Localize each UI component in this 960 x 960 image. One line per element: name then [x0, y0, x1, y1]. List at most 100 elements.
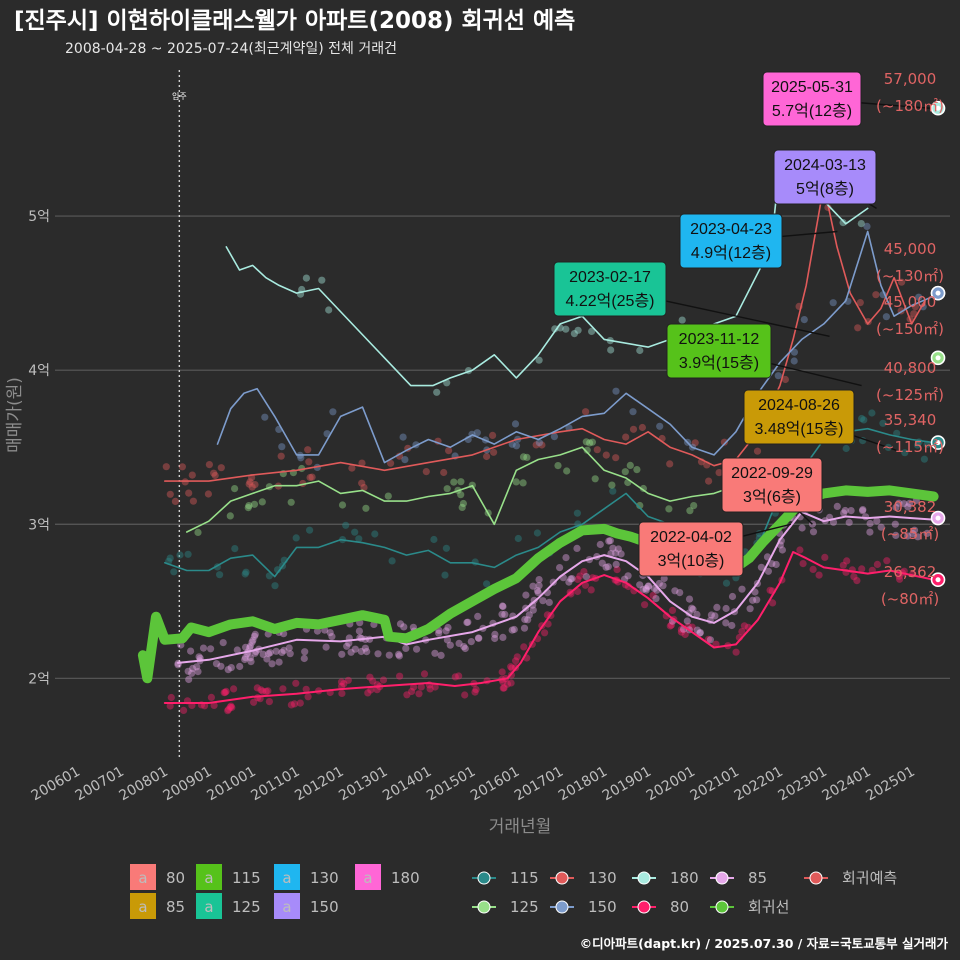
legend-dot [477, 871, 491, 885]
data-point [529, 606, 537, 614]
legend-swatch-letter: a [363, 869, 372, 887]
data-point [636, 346, 644, 355]
data-point [883, 557, 891, 565]
data-point [766, 586, 774, 594]
data-point [798, 524, 806, 532]
data-point [443, 636, 451, 644]
y-tick-label: 5억 [28, 209, 50, 225]
data-point [539, 597, 547, 605]
data-point [853, 577, 861, 585]
data-point [241, 570, 249, 578]
data-point [688, 623, 696, 631]
data-point [696, 629, 705, 637]
data-point [901, 449, 909, 457]
data-point [873, 517, 881, 525]
data-point [363, 648, 371, 656]
data-point [720, 438, 729, 446]
legend-swatch [130, 893, 156, 919]
data-point [306, 526, 314, 534]
forecast-marker-core [935, 440, 941, 446]
data-point [246, 642, 254, 650]
legend-label: 180 [391, 869, 420, 887]
data-point [226, 703, 234, 711]
data-point [519, 453, 528, 461]
data-point [306, 473, 314, 482]
data-point [774, 372, 782, 380]
forecast-area: (~150㎡) [876, 320, 944, 338]
data-point [348, 464, 356, 472]
data-point [778, 546, 787, 554]
legend-line-label: 80 [670, 898, 689, 916]
legend-label-item: a 150 [274, 893, 339, 919]
data-point [461, 644, 469, 653]
data-point [681, 630, 689, 639]
data-point [551, 325, 559, 333]
series-end-markers [930, 100, 946, 588]
data-point [633, 466, 641, 474]
data-point [217, 662, 225, 670]
data-point [250, 500, 259, 508]
legend-line-label: 115 [510, 869, 539, 887]
data-point [508, 440, 516, 448]
data-point [541, 629, 549, 637]
data-point [211, 471, 219, 480]
data-point [688, 604, 696, 612]
data-point [799, 560, 807, 568]
data-point [247, 658, 255, 666]
annotation-bg [666, 323, 772, 379]
data-point [588, 327, 596, 335]
data-point [388, 557, 396, 565]
data-point [913, 441, 922, 449]
data-point [821, 553, 829, 562]
data-point [446, 641, 454, 649]
data-point [659, 582, 667, 590]
data-point [396, 672, 404, 680]
data-point [586, 439, 594, 447]
data-point [772, 560, 780, 569]
data-point [866, 519, 874, 528]
data-point [216, 571, 224, 579]
data-point [300, 654, 308, 663]
data-point [636, 501, 644, 510]
data-point [626, 461, 634, 469]
data-point [677, 625, 686, 634]
data-point [361, 644, 369, 652]
data-point [328, 633, 336, 641]
data-point [304, 446, 312, 454]
data-point [641, 601, 649, 609]
data-point [259, 687, 267, 695]
data-point [893, 429, 901, 437]
annotation-box: 2022-09-29 3억(6층) [721, 457, 823, 525]
data-point [690, 502, 698, 510]
forecast-area: (~85㎡) [881, 525, 939, 543]
data-point [904, 532, 912, 540]
data-point [858, 414, 866, 423]
forecast-marker-core [935, 290, 941, 296]
data-point [500, 684, 508, 692]
data-point [859, 507, 867, 515]
data-point [605, 537, 613, 545]
data-point [693, 626, 701, 634]
legend-dot [555, 871, 569, 885]
data-point [622, 433, 630, 441]
data-point [185, 675, 193, 684]
data-point [656, 422, 664, 430]
data-point [167, 693, 175, 702]
annotation-date: 2024-08-26 [758, 397, 840, 414]
data-point [666, 460, 674, 468]
annotation-box: 2023-11-12 3.9억(15층) [666, 323, 862, 387]
data-point [565, 578, 573, 586]
data-point [199, 644, 208, 652]
data-point [231, 545, 239, 553]
data-point [892, 531, 900, 540]
annotation-box: 2024-08-26 3.48억(15층) [743, 389, 897, 451]
data-point [511, 420, 520, 428]
data-point [360, 483, 368, 492]
price-annotations: 2025-05-31 5.7억(12층) 2024-03-13 5억(8층) 2023-… [553, 71, 930, 577]
data-point [286, 650, 294, 658]
data-point [511, 657, 520, 665]
data-point [728, 621, 736, 630]
series-line-85 [177, 510, 935, 664]
data-point [400, 623, 408, 631]
data-point [753, 596, 761, 604]
